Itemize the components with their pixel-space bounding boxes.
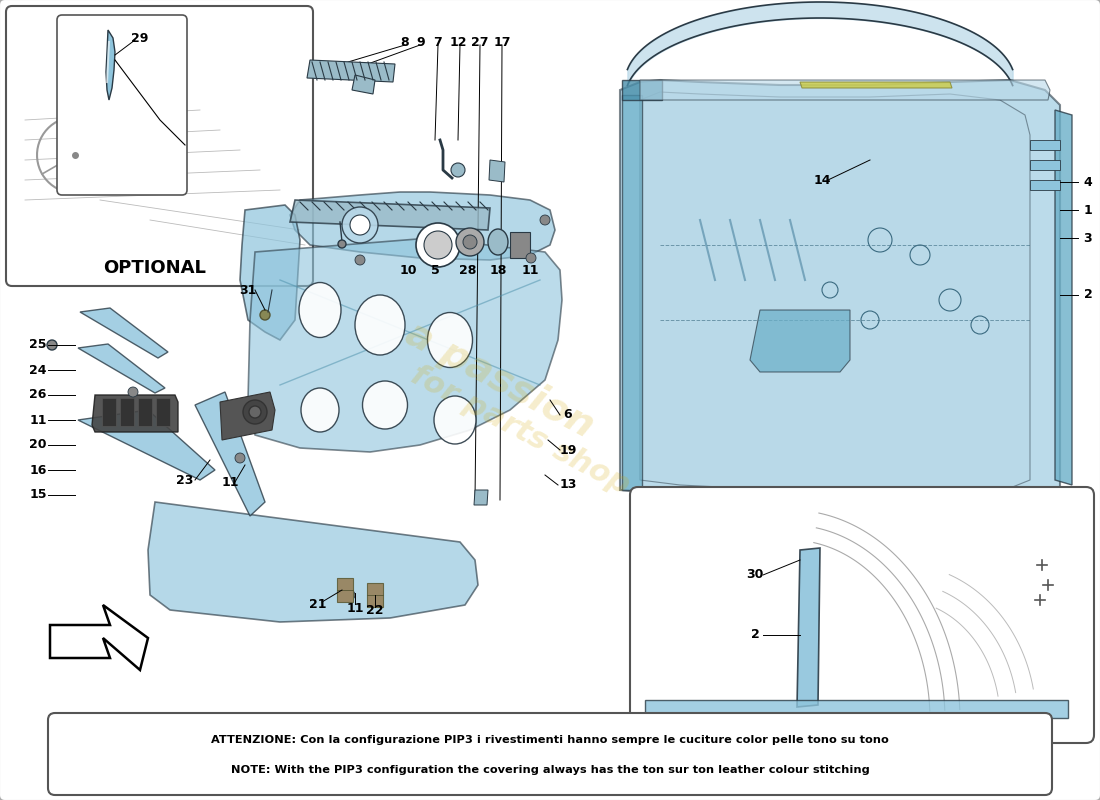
Text: 11: 11	[221, 475, 239, 489]
Polygon shape	[120, 398, 134, 426]
Text: 22: 22	[366, 603, 384, 617]
Polygon shape	[102, 398, 116, 426]
Circle shape	[463, 235, 477, 249]
Polygon shape	[78, 344, 165, 393]
FancyBboxPatch shape	[48, 713, 1052, 795]
Text: 30: 30	[746, 569, 763, 582]
Circle shape	[342, 207, 378, 243]
Polygon shape	[474, 490, 488, 505]
Text: 13: 13	[559, 478, 576, 491]
Text: 3: 3	[1084, 231, 1092, 245]
Polygon shape	[92, 395, 178, 432]
Text: 1: 1	[1084, 203, 1092, 217]
Ellipse shape	[301, 388, 339, 432]
Circle shape	[424, 231, 452, 259]
Polygon shape	[156, 398, 170, 426]
Polygon shape	[490, 160, 505, 182]
Polygon shape	[307, 60, 395, 82]
Polygon shape	[620, 80, 1060, 508]
Text: a passion: a passion	[399, 314, 601, 446]
Polygon shape	[750, 310, 850, 372]
Polygon shape	[50, 605, 148, 670]
Circle shape	[451, 163, 465, 177]
Polygon shape	[337, 578, 353, 602]
Ellipse shape	[488, 229, 508, 255]
Polygon shape	[640, 80, 1050, 100]
Text: 21: 21	[309, 598, 327, 611]
Circle shape	[249, 406, 261, 418]
Circle shape	[338, 240, 346, 248]
Circle shape	[355, 255, 365, 265]
Circle shape	[47, 340, 57, 350]
Text: 2: 2	[1084, 289, 1092, 302]
Text: ATTENZIONE: Con la configurazione PIP3 i rivestimenti hanno sempre le cuciture c: ATTENZIONE: Con la configurazione PIP3 i…	[211, 735, 889, 745]
Text: NOTE: With the PIP3 configuration the covering always has the ton sur ton leathe: NOTE: With the PIP3 configuration the co…	[231, 765, 869, 775]
Polygon shape	[1055, 110, 1072, 485]
Text: 11: 11	[521, 263, 539, 277]
Text: 20: 20	[30, 438, 46, 451]
Text: 5: 5	[430, 263, 439, 277]
Text: 2: 2	[750, 629, 759, 642]
Text: 10: 10	[399, 263, 417, 277]
Text: 18: 18	[490, 263, 507, 277]
Text: OPTIONAL: OPTIONAL	[103, 259, 207, 277]
FancyBboxPatch shape	[630, 487, 1094, 743]
Polygon shape	[290, 192, 556, 260]
Polygon shape	[640, 92, 1030, 494]
Polygon shape	[240, 205, 300, 340]
Text: 16: 16	[30, 463, 46, 477]
Text: 12: 12	[449, 35, 466, 49]
Circle shape	[540, 215, 550, 225]
Circle shape	[526, 253, 536, 263]
Text: 31: 31	[240, 283, 256, 297]
Circle shape	[235, 453, 245, 463]
Text: 11: 11	[30, 414, 46, 426]
Text: 11: 11	[346, 602, 364, 614]
Text: 27: 27	[471, 35, 488, 49]
Polygon shape	[195, 392, 265, 516]
Text: 8: 8	[400, 35, 409, 49]
Text: 14: 14	[813, 174, 830, 186]
Polygon shape	[220, 392, 275, 440]
Ellipse shape	[355, 295, 405, 355]
Polygon shape	[1030, 180, 1060, 190]
Polygon shape	[148, 502, 478, 622]
Polygon shape	[645, 700, 1068, 718]
Text: for parts shop: for parts shop	[406, 360, 635, 500]
Polygon shape	[800, 82, 952, 88]
FancyBboxPatch shape	[6, 6, 313, 286]
Polygon shape	[248, 238, 562, 452]
Text: 4: 4	[1084, 175, 1092, 189]
Polygon shape	[1030, 160, 1060, 170]
Polygon shape	[78, 410, 214, 480]
Polygon shape	[138, 398, 152, 426]
Polygon shape	[352, 75, 375, 94]
Polygon shape	[798, 548, 820, 707]
Text: 6: 6	[563, 409, 572, 422]
Text: 24: 24	[30, 363, 46, 377]
Text: 26: 26	[30, 389, 46, 402]
Ellipse shape	[434, 396, 476, 444]
Circle shape	[128, 387, 138, 397]
Ellipse shape	[299, 282, 341, 338]
Text: 7: 7	[433, 35, 442, 49]
Polygon shape	[367, 583, 383, 607]
Polygon shape	[1030, 140, 1060, 150]
Circle shape	[350, 215, 370, 235]
Ellipse shape	[428, 313, 473, 367]
Circle shape	[243, 400, 267, 424]
Circle shape	[345, 590, 355, 600]
Polygon shape	[290, 200, 490, 230]
Text: 25: 25	[30, 338, 46, 351]
Circle shape	[416, 223, 460, 267]
Polygon shape	[106, 30, 116, 100]
Polygon shape	[80, 308, 168, 358]
FancyBboxPatch shape	[57, 15, 187, 195]
Text: 19: 19	[559, 443, 576, 457]
Polygon shape	[621, 80, 662, 100]
Circle shape	[260, 310, 270, 320]
Ellipse shape	[363, 381, 407, 429]
Text: 17: 17	[493, 35, 510, 49]
Text: 29: 29	[131, 31, 149, 45]
